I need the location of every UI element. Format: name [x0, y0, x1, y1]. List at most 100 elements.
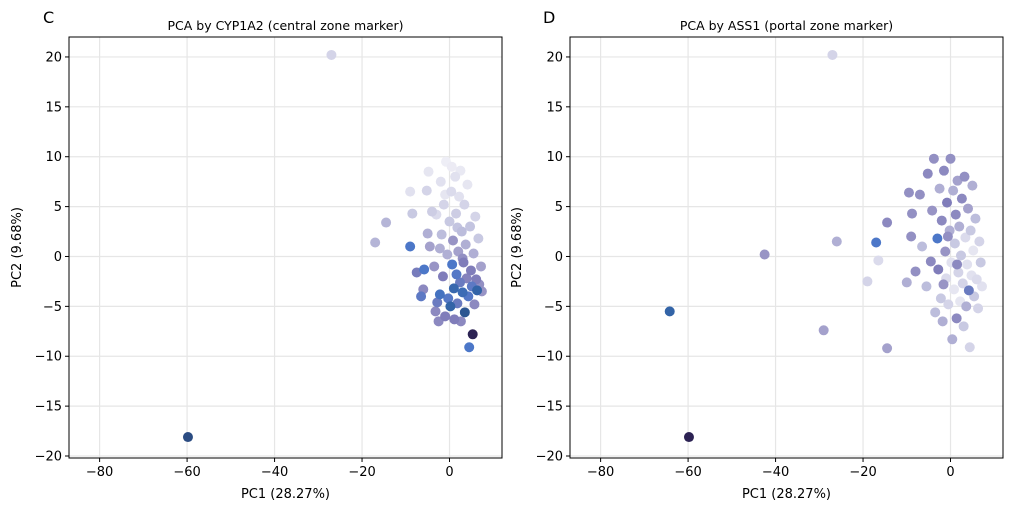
data-point: [436, 229, 447, 240]
data-point: [405, 186, 416, 197]
data-point: [914, 189, 925, 200]
panel-d-y-ticks: −20 −15 −10 −5 0 5 10 15 20: [536, 50, 570, 465]
data-point: [862, 276, 873, 287]
data-point: [977, 281, 988, 292]
data-point: [831, 236, 842, 247]
data-point: [465, 221, 476, 232]
data-point: [948, 185, 959, 196]
data-point: [950, 209, 961, 220]
data-point: [949, 284, 960, 295]
data-point: [457, 287, 468, 298]
y-tick-label: −10: [536, 350, 563, 365]
panel-c-y-label: PC2 (9.68%): [10, 207, 25, 288]
data-point: [922, 168, 933, 179]
data-point: [921, 281, 932, 292]
y-tick-label: 10: [546, 150, 563, 165]
data-point: [454, 191, 465, 202]
data-point: [907, 208, 918, 219]
data-point: [434, 289, 445, 300]
panel-c-frame: [68, 36, 503, 459]
data-point: [963, 285, 974, 296]
x-tick-label: −20: [849, 465, 876, 480]
data-point: [956, 250, 967, 261]
y-tick-label: −15: [35, 400, 62, 415]
data-point: [882, 217, 893, 228]
x-tick-label: 0: [946, 465, 954, 480]
data-point: [451, 269, 462, 280]
panel-d-x-label: PC1 (28.27%): [742, 487, 831, 502]
x-tick-label: −20: [348, 465, 375, 480]
x-tick-label: 0: [445, 465, 453, 480]
panel-d-title: PCA by ASS1 (portal zone marker): [680, 18, 893, 33]
data-point: [472, 285, 483, 296]
data-point: [432, 297, 443, 308]
panel-c-title: PCA by CYP1A2 (central zone marker): [168, 18, 404, 33]
data-point: [937, 316, 948, 327]
data-point: [182, 432, 193, 443]
x-tick-label: −80: [587, 465, 614, 480]
data-point: [381, 217, 392, 228]
data-point: [326, 49, 337, 60]
data-point: [940, 246, 951, 257]
data-point: [419, 264, 430, 275]
data-point: [964, 342, 975, 353]
panel-d: D PCA by ASS1 (portal zone marker) −80 −6…: [510, 8, 1004, 502]
data-point: [901, 277, 912, 288]
y-tick-label: 15: [546, 100, 563, 115]
panel-c-grid: [69, 37, 502, 458]
data-point: [971, 274, 982, 285]
data-point: [960, 232, 971, 243]
panel-d-grid: [570, 37, 1003, 458]
data-point: [943, 299, 954, 310]
data-point: [434, 243, 445, 254]
data-point: [818, 325, 829, 336]
data-point: [927, 205, 938, 216]
data-point: [759, 249, 770, 260]
y-tick-label: 0: [54, 250, 62, 265]
data-point: [963, 203, 974, 214]
data-point: [450, 171, 461, 182]
data-point: [936, 215, 947, 226]
data-point: [932, 233, 943, 244]
data-point: [928, 153, 939, 164]
data-point: [449, 314, 460, 325]
data-point: [460, 239, 471, 250]
data-point: [942, 231, 953, 242]
y-tick-label: 0: [555, 250, 563, 265]
data-point: [416, 291, 427, 302]
data-point: [968, 245, 979, 256]
data-point: [974, 236, 985, 247]
data-point: [448, 235, 459, 246]
x-tick-label: −40: [261, 465, 288, 480]
panel-d-frame: [569, 36, 1004, 459]
data-point: [423, 166, 434, 177]
y-tick-label: 15: [45, 100, 62, 115]
data-point: [440, 311, 451, 322]
panel-c: C PCA by CYP1A2 (central zone marker) −8…: [10, 8, 503, 502]
y-tick-label: −5: [544, 300, 563, 315]
data-point: [882, 343, 893, 354]
data-point: [455, 277, 466, 288]
data-point: [424, 241, 435, 252]
y-tick-label: 10: [45, 150, 62, 165]
panel-d-points: [664, 49, 988, 443]
data-point: [664, 306, 675, 317]
data-point: [962, 259, 973, 270]
data-point: [906, 231, 917, 242]
data-point: [462, 179, 473, 190]
panel-d-y-label: PC2 (9.68%): [510, 207, 525, 288]
data-point: [952, 259, 963, 270]
y-tick-label: −10: [35, 350, 62, 365]
y-tick-label: 5: [54, 200, 62, 215]
data-point: [958, 321, 969, 332]
data-point: [942, 197, 953, 208]
data-point: [935, 293, 946, 304]
data-point: [934, 183, 945, 194]
y-tick-label: −5: [43, 300, 62, 315]
data-point: [947, 334, 958, 345]
y-tick-label: 20: [546, 50, 563, 65]
x-tick-label: −40: [762, 465, 789, 480]
data-point: [925, 256, 936, 267]
data-point: [956, 193, 967, 204]
